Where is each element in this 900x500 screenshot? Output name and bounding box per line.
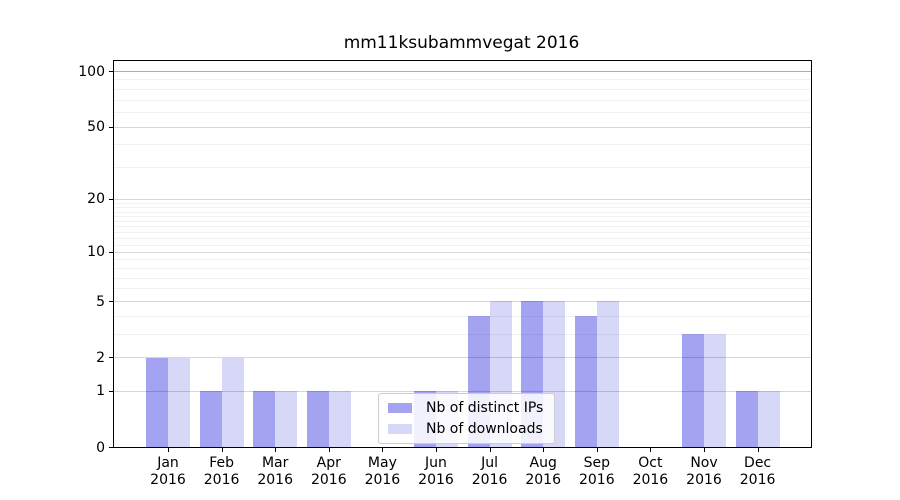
x-tick [382, 448, 384, 452]
x-tick [275, 448, 277, 452]
bar-downloads-jan [168, 357, 190, 447]
y-tick [109, 126, 113, 128]
x-tick [704, 448, 705, 452]
y-tick [109, 390, 113, 392]
legend-swatch-downloads [388, 424, 412, 434]
major-gridline [114, 71, 811, 72]
y-tick-label: 10 [87, 244, 105, 261]
x-tick-label-nov: Nov 2016 [686, 455, 722, 488]
y-tick [109, 251, 113, 253]
bar-downloads-dec [757, 390, 780, 447]
minor-gridline [114, 211, 811, 213]
legend-item-distinct-ips: Nb of distinct IPs [388, 400, 543, 416]
minor-gridline [114, 167, 811, 169]
minor-gridline [114, 315, 811, 317]
minor-gridline [114, 216, 811, 218]
y-tick [109, 357, 113, 359]
bar-downloads-feb [221, 357, 244, 447]
bar-downloads-sep [596, 301, 619, 447]
legend-label-distinct-ips: Nb of distinct IPs [426, 400, 544, 416]
bar-distinct-ips-nov [682, 334, 704, 447]
minor-gridline [114, 231, 811, 233]
chart-title: mm11ksubammvegat 2016 [343, 33, 580, 53]
y-tick-label: 5 [96, 293, 105, 310]
minor-gridline [114, 112, 811, 114]
major-gridline [114, 126, 811, 128]
x-tick-label-jan: Jan 2016 [150, 455, 186, 488]
major-gridline [114, 357, 811, 359]
x-tick-label-sep: Sep 2016 [578, 455, 615, 488]
x-tick [596, 448, 598, 452]
minor-gridline [114, 88, 811, 90]
bar-distinct-ips-jan [146, 357, 168, 447]
minor-gridline [114, 79, 811, 81]
x-tick-label-may: May 2016 [364, 455, 401, 488]
bar-distinct-ips-mar [253, 390, 276, 447]
major-gridline [114, 251, 811, 253]
minor-gridline [114, 244, 811, 246]
bar-distinct-ips-apr [306, 390, 329, 447]
y-tick-label: 1 [96, 383, 105, 400]
x-tick [328, 448, 330, 452]
y-tick-label: 0 [96, 439, 105, 456]
x-tick [489, 448, 491, 452]
minor-gridline [114, 334, 811, 336]
major-gridline [114, 390, 811, 392]
minor-gridline [114, 202, 811, 204]
y-tick [109, 301, 113, 303]
minor-gridline [114, 267, 811, 269]
bar-distinct-ips-sep [574, 315, 597, 447]
y-tick [109, 71, 113, 72]
x-tick-label-feb: Feb 2016 [203, 455, 240, 488]
y-tick [109, 198, 113, 200]
minor-gridline [114, 99, 811, 101]
x-tick-label-jun: Jun 2016 [418, 455, 454, 488]
y-tick-label: 2 [96, 349, 105, 366]
bar-distinct-ips-feb [199, 390, 222, 447]
x-tick [168, 448, 169, 452]
x-tick-label-mar: Mar 2016 [257, 455, 294, 488]
x-tick-label-apr: Apr 2016 [310, 455, 347, 488]
x-tick [221, 448, 223, 452]
y-tick [109, 447, 113, 448]
x-tick-label-oct: Oct 2016 [632, 455, 669, 488]
y-tick-label: 20 [87, 191, 105, 208]
y-tick-label: 100 [78, 63, 105, 80]
minor-gridline [114, 221, 811, 223]
x-tick-label-aug: Aug 2016 [525, 455, 562, 488]
legend-label-downloads: Nb of downloads [426, 421, 543, 437]
bar-distinct-ips-dec [735, 390, 758, 447]
x-tick-label-dec: Dec 2016 [739, 455, 776, 488]
x-tick [650, 448, 652, 452]
y-tick-label: 50 [87, 119, 105, 136]
minor-gridline [114, 144, 811, 146]
plot-area: Nb of distinct IPs Nb of downloads 0 1 2 5 1… [78, 60, 812, 488]
x-tick-label-jul: Jul 2016 [471, 455, 508, 488]
bar-downloads-mar [275, 390, 298, 447]
minor-gridline [114, 207, 811, 209]
bar-downloads-apr [328, 390, 351, 447]
minor-gridline [114, 277, 811, 279]
major-gridline [114, 198, 811, 200]
bar-downloads-nov [704, 334, 726, 447]
x-tick [757, 448, 759, 452]
major-gridline [114, 301, 811, 303]
minor-gridline [114, 226, 811, 228]
legend-swatch-distinct-ips [388, 403, 412, 413]
x-tick [436, 448, 437, 452]
minor-gridline [114, 238, 811, 240]
legend: Nb of distinct IPs Nb of downloads [378, 393, 556, 444]
minor-gridline [114, 259, 811, 261]
x-tick [543, 448, 545, 452]
minor-gridline [114, 288, 811, 290]
legend-item-downloads: Nb of downloads [388, 421, 543, 437]
